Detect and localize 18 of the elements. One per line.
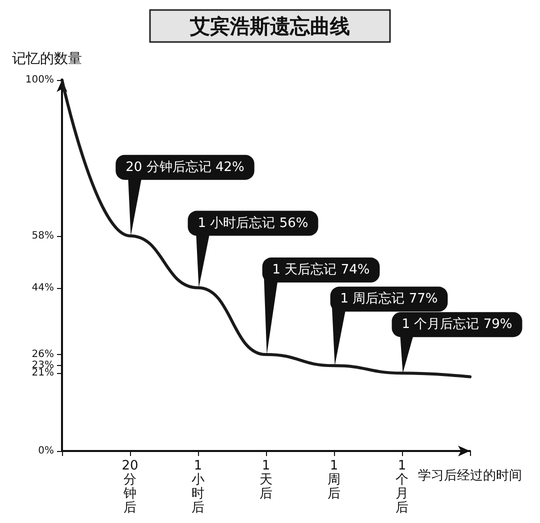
annotation: 1 周后忘记 77% (340, 290, 438, 307)
chart-title: 艾宾浩斯遗忘曲线 (189, 14, 350, 38)
y-axis-title: 记忆的数量 (12, 51, 82, 67)
x-tick-label: 1周后 (328, 458, 340, 502)
y-tick-label: 26% (32, 349, 54, 360)
annotation: 1 个月后忘记 79% (402, 316, 512, 332)
y-tick-label: 44% (32, 282, 54, 294)
y-tick-label: 0% (38, 446, 54, 456)
y-tick-label: 100% (25, 74, 54, 86)
x-tick-label: 1小时后 (192, 458, 204, 516)
y-tick-label: 58% (32, 230, 54, 242)
annotation: 1 小时后忘记 56% (198, 214, 308, 231)
x-tick-label: 1个月后 (396, 458, 408, 516)
annotation: 20 分钟后忘记 42% (126, 158, 244, 175)
annotation: 1 天后忘记 74% (272, 262, 370, 278)
x-tick-label: 20分钟后 (122, 458, 138, 516)
x-tick-label: 1天后 (260, 458, 272, 502)
x-axis-title: 学习后经过的时间 (418, 468, 522, 484)
